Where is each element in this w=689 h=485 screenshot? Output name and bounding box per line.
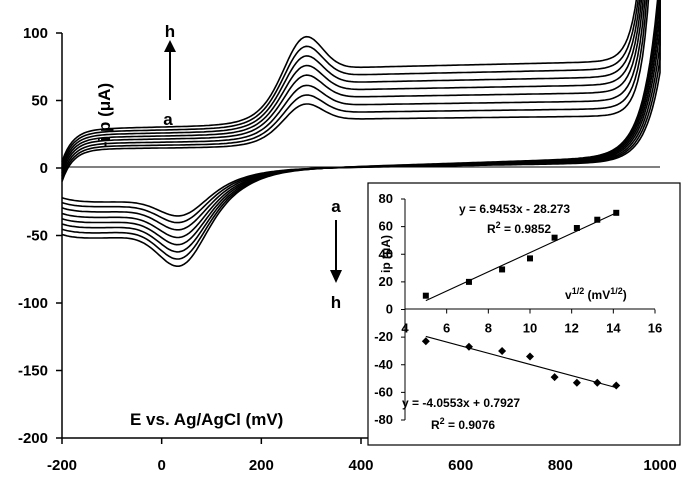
inset-x-tick-label: 10 [523,321,537,336]
upper-fit-equation: y = 6.9453x - 28.273 [459,202,570,216]
annotation-bottom-start: a [331,197,341,216]
inset-point-diamond [593,378,602,387]
inset-point-diamond [612,381,621,390]
main-y-ticks: 100 50 0 -50 -100 -150 -200 [18,25,62,447]
inset-y-tick-label: -60 [374,384,393,399]
inset-x-tick-label: 12 [564,321,578,336]
inset-point-diamond [498,346,507,355]
inset-fit-line-1 [425,212,617,302]
inset-point-diamond [550,373,559,382]
main-y-tick-label: 50 [31,93,48,110]
arrow-down-icon [330,220,342,283]
arrow-up-icon [164,40,176,100]
main-x-tick-label: 0 [157,457,165,474]
main-x-tick-label: 1000 [643,457,676,474]
annotation-top-start: a [163,110,173,129]
main-y-tick-label: 100 [23,25,48,42]
inset-y-tick-label: 60 [379,219,393,234]
inset-point-square [422,292,429,299]
inset-y-tick-label: 0 [386,302,393,317]
main-y-tick-label: -100 [18,295,48,312]
inset-point-square [613,209,620,216]
inset-point-square [499,266,506,273]
inset-x-tick-label: 8 [485,321,492,336]
upper-fit-r2: R2 = 0.9852 [487,220,551,236]
inset-y-ticks: 80 60 40 20 0 -20 -40 -60 -80 [374,191,405,427]
voltammogram-curve-8 [61,0,659,268]
main-x-ticks: -200 0 200 400 600 800 1000 [47,438,677,474]
annotation-top-end: h [165,22,175,41]
inset-y-axis-label: ip (μA) [379,235,393,273]
main-y-tick-label: 0 [40,160,48,177]
main-x-tick-label: -200 [47,457,77,474]
inset-x-tick-label: 14 [606,321,621,336]
inset-y-tick-label: -20 [374,329,393,344]
lower-fit-r2: R2 = 0.9076 [431,416,495,432]
main-x-tick-label: 200 [249,457,274,474]
inset-fit-line-2 [425,335,617,389]
inset-plot: 80 60 40 20 0 -20 -40 -60 -80 4 6 8 10 12 14 16 ip (μA… [367,182,681,446]
inset-point-square [573,225,580,232]
inset-point-diamond [464,342,473,351]
inset-point-diamond [572,378,581,387]
inset-y-tick-label: -40 [374,357,393,372]
main-x-tick-label: 400 [348,457,373,474]
inset-x-axis-label: v1/2 (mV1/2) [565,286,627,302]
inset-point-square [594,216,601,223]
main-x-tick-label: 800 [548,457,573,474]
inset-point-square [465,278,472,285]
inset-point-diamond [526,352,534,361]
inset-x-tick-label: 16 [648,321,662,336]
inset-y-tick-label: -80 [374,412,393,427]
annotation-bottom-end: h [331,293,341,312]
inset-box [367,182,681,446]
main-x-axis-label: E vs. Ag/AgCl (mV) [130,410,283,429]
inset-point-square [551,234,558,241]
inset-fit-lines [425,212,617,389]
inset-point-square [527,255,533,262]
inset-y-tick-label: 40 [379,246,393,261]
main-y-tick-label: -50 [26,228,48,245]
voltammogram-curves [61,0,661,268]
inset-x-ticks: 4 6 8 10 12 14 16 [401,309,662,336]
inset-y-tick-label: 80 [379,191,393,206]
inset-x-tick-label: 4 [401,321,409,336]
main-y-axis-label: -i p (μA) [95,83,114,147]
lower-fit-equation: y = -4.0553x + 0.7927 [402,396,520,410]
inset-point-diamond [421,337,430,346]
main-x-tick-label: 600 [448,457,473,474]
inset-y-tick-label: 20 [379,274,393,289]
inset-points [421,209,621,390]
main-y-tick-label: -200 [18,430,48,447]
main-y-tick-label: -150 [18,363,48,380]
inset-x-tick-label: 6 [443,321,450,336]
